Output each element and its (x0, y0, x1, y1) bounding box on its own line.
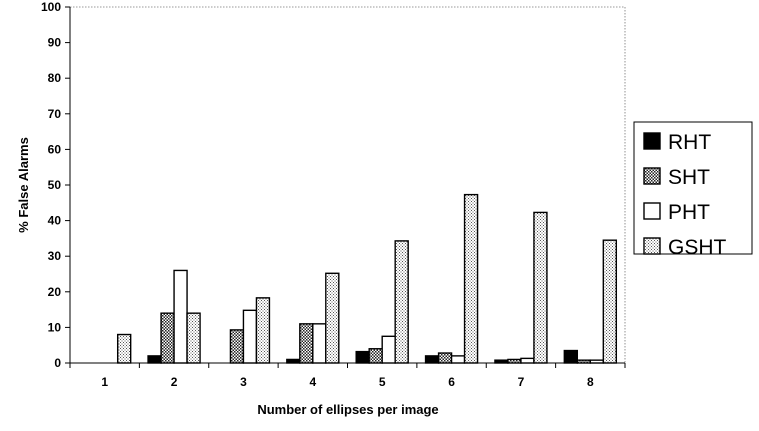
y-tick-label: 10 (48, 320, 62, 334)
y-tick-label: 0 (54, 356, 61, 370)
bar-rht-4 (286, 358, 301, 364)
bar-rht-6 (424, 355, 440, 364)
x-axis-ticks: 1 2 3 4 5 6 7 8 (69, 363, 626, 389)
y-tick-label: 60 (48, 142, 62, 156)
x-tick-label: 3 (240, 375, 247, 389)
bar-rht-2 (147, 355, 162, 364)
bar-pht-3 (242, 309, 258, 364)
legend-label-gsht: GSHT (668, 236, 727, 259)
bar-rht-5 (355, 350, 370, 364)
y-tick-label: 20 (48, 285, 62, 299)
bar-gsht-1 (116, 333, 132, 364)
y-tick-label: 100 (41, 0, 61, 14)
bar-gsht-2 (186, 312, 201, 364)
legend-swatch-rht (643, 132, 661, 150)
bar-pht-2 (173, 269, 188, 364)
y-tick-label: 40 (48, 214, 62, 228)
bar-gsht-5 (394, 240, 409, 364)
y-axis-ticks: 0 10 20 30 40 50 60 70 80 90 100 (41, 0, 70, 370)
bar-sht-7 (507, 358, 522, 364)
bar-pht-6 (450, 355, 466, 364)
legend: RHT SHT PHT GSHT (633, 121, 753, 259)
bars-layer (116, 193, 618, 364)
x-tick-label: 8 (587, 375, 594, 389)
y-tick-label: 90 (48, 36, 62, 50)
bar-gsht-4 (325, 272, 340, 364)
x-tick-label: 2 (171, 375, 178, 389)
x-tick-label: 1 (101, 375, 108, 389)
bar-gsht-8 (602, 239, 618, 364)
bar-sht-2 (160, 312, 175, 364)
legend-swatch-gsht (643, 237, 661, 255)
legend-label-rht: RHT (668, 131, 711, 154)
legend-swatch-sht (643, 167, 661, 185)
x-tick-label: 6 (448, 375, 455, 389)
x-tick-label: 4 (309, 375, 316, 389)
legend-label-sht: SHT (668, 166, 710, 189)
bar-pht-7 (520, 357, 535, 364)
legend-swatch-pht (643, 202, 661, 220)
bar-sht-4 (299, 323, 314, 364)
legend-label-pht: PHT (668, 201, 710, 224)
bar-gsht-7 (533, 211, 548, 364)
y-tick-label: 80 (48, 71, 62, 85)
bar-sht-3 (229, 329, 245, 364)
y-tick-label: 50 (48, 178, 62, 192)
y-tick-label: 70 (48, 107, 62, 121)
bar-pht-5 (381, 335, 396, 364)
bar-sht-5 (368, 348, 383, 364)
bar-pht-4 (312, 323, 327, 364)
bar-sht-6 (437, 352, 453, 364)
x-axis-title: Number of ellipses per image (257, 402, 438, 417)
y-axis-title: % False Alarms (16, 137, 31, 233)
y-tick-label: 30 (48, 249, 62, 263)
bar-rht-8 (563, 349, 579, 364)
x-tick-label: 7 (518, 375, 525, 389)
bar-gsht-6 (463, 193, 479, 364)
legend-items: RHT SHT PHT GSHT (643, 131, 727, 259)
bar-gsht-3 (255, 297, 271, 364)
x-tick-label: 5 (379, 375, 386, 389)
